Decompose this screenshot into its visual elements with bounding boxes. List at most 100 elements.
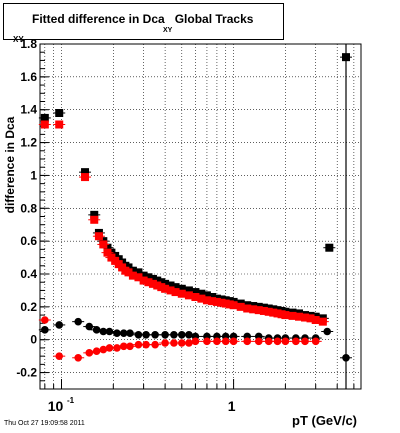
data-point-square [295,312,304,321]
data-point-square [318,317,327,326]
data-point-square [288,311,297,320]
data-point-square [99,240,108,249]
data-point-circle [126,329,134,337]
data-point-square [264,307,273,316]
data-point-square [208,297,217,306]
y-tick-label: 1 [30,168,37,182]
data-point-square [243,304,252,313]
data-point-circle [213,337,221,346]
data-point-square [197,294,206,303]
data-point-square [40,120,49,129]
data-point-square [153,276,162,285]
data-point-circle [191,337,200,346]
data-point-square [191,293,200,301]
data-point-circle [55,321,64,329]
data-point-circle [185,339,193,347]
data-point-square [148,274,157,283]
data-point-square [229,301,238,310]
data-point-square [259,306,268,315]
x-axis-label: pT (GeV/c) [292,413,358,428]
data-point-circle [243,337,252,346]
y-tick-label: 0.6 [20,234,37,248]
data-point-square [166,286,175,295]
data-point-square [144,278,153,287]
data-point-square [128,266,137,275]
data-point-circle [292,337,300,346]
data-point-circle [323,327,332,336]
chart-title-box: Fitted difference in Dca Global Tracks X… [3,3,284,40]
data-point-square [90,215,99,224]
data-point-square [177,289,186,298]
data-point-circle [119,329,128,337]
data-point-circle [229,337,238,346]
data-point-circle [264,337,273,346]
x-tick-label: 1 [228,398,236,414]
data-point-circle [161,339,169,347]
chart-title: Fitted difference in Dca Global Tracks [32,12,254,26]
data-point-square [281,311,290,320]
data-point-square [81,168,90,177]
data-point-circle [113,329,121,337]
y-tick-label: 1.8 [20,37,37,51]
data-point-circle [203,337,211,346]
tick-labels: -0.2 0 0.2 0.4 0.6 0.8 1 1.2 1.4 1.6 1.8 10 -1 1 [16,37,235,414]
y-tick-label: 1.4 [20,103,37,117]
y-tick-label: 0 [30,333,37,347]
chart-title-subscript: XY [163,27,173,34]
y-tick-label: 1.2 [20,136,37,150]
x-tick-label-exponent: -1 [67,396,75,405]
y-tick-label: 1.6 [20,70,37,84]
timestamp: Thu Oct 27 19:09:58 2011 [4,420,85,427]
data-point-square [55,120,64,129]
data-point-square [148,279,157,288]
data-point-square [311,316,320,324]
data-point-square [139,271,148,280]
data-point-circle [113,344,121,352]
data-point-circle [221,337,230,346]
data-point-square [191,288,200,297]
data-point-square [144,273,153,282]
y-axis-label-subscript: XY [13,35,24,44]
data-point-circle [151,330,159,339]
y-tick-label: -0.2 [16,366,37,380]
data-point-circle [177,339,186,347]
y-tick-label: 0.2 [20,300,37,314]
data-point-circle [99,327,108,336]
data-point-circle [301,337,309,346]
data-point-circle [126,342,134,351]
data-point-square [90,210,99,219]
data-point-circle [142,330,150,339]
data-point-square [236,302,245,311]
data-point-square [55,109,64,117]
data-point-square [202,296,211,305]
data-point-square [161,284,170,293]
data-point-square [202,291,211,300]
data-point-circle [92,326,101,334]
data-point-circle [85,349,94,357]
data-point-square [269,308,278,317]
data-point-circle [92,347,101,356]
data-point-square [103,248,112,257]
data-point-square [254,306,263,315]
data-point-square [94,232,103,241]
data-point-square [40,113,49,122]
data-point-circle [177,330,186,339]
data-point-square [134,268,143,277]
data-point-circle [185,330,193,339]
data-point-square [128,271,137,280]
data-point-circle [254,337,263,346]
data-point-square [208,293,217,301]
y-tick-label: 0.8 [20,201,37,215]
data-point-square [217,298,226,307]
data-point-circle [85,322,94,331]
data-point-circle [55,352,64,360]
data-point-circle [74,317,82,326]
data-point-square [171,283,180,292]
data-point-square [81,173,90,182]
data-point-square [301,313,310,322]
data-point-square [171,288,180,297]
data-point-square [134,273,143,282]
y-axis-label: difference in Dca [3,116,17,214]
data-point-square [153,281,162,290]
data-point-square [273,309,282,318]
